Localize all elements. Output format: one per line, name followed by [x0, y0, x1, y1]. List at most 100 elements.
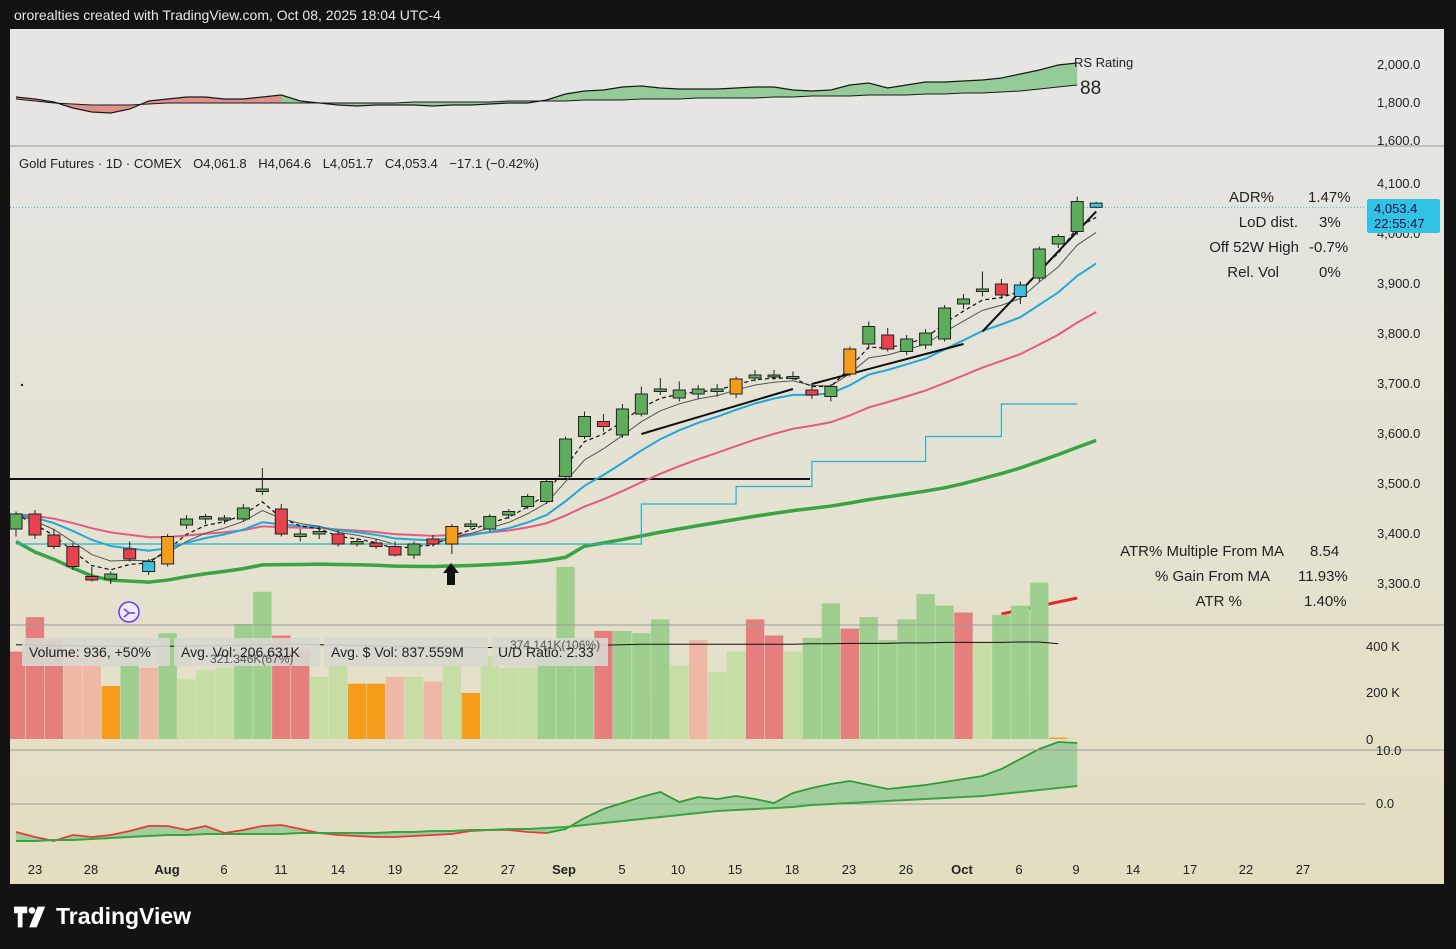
x-axis-tick: 23 — [28, 862, 42, 877]
stat-relvol-value: 0% — [1319, 264, 1341, 281]
cyan-stop-line — [16, 403, 1078, 545]
x-axis-tick: 18 — [785, 862, 799, 877]
volume-bar — [878, 640, 897, 739]
chart-frame[interactable]: 4,100.0 4,000.0 3,900.0 3,800.0 3,700.0 3,600… — [6, 29, 1444, 884]
candle-body — [28, 513, 42, 536]
candle-body — [596, 421, 610, 427]
volume-bar — [802, 637, 822, 739]
candle-body — [1032, 248, 1046, 279]
candle-body — [578, 416, 591, 437]
volume-bar — [196, 670, 215, 739]
volume-bar — [480, 656, 499, 739]
x-axis-tick: 28 — [84, 862, 98, 877]
candle-body — [1051, 236, 1065, 245]
tradingview-logo[interactable]: TradingView — [14, 903, 191, 930]
stat-lod-label: LoD dist. — [1239, 214, 1298, 231]
price-axis-tick: 3,400.0 — [1377, 526, 1420, 541]
rs-rating-label: RS Rating — [1074, 55, 1133, 70]
candle-body — [161, 536, 175, 565]
rs-axis-tick-2000: 2,000.0 — [1377, 57, 1420, 72]
candle-body — [824, 386, 838, 397]
volume-bar — [859, 617, 878, 739]
volume-bar — [916, 594, 935, 739]
candle-body — [85, 576, 99, 581]
bar-countdown: 22:55:47 — [1374, 216, 1425, 231]
volume-bar — [291, 649, 310, 739]
legend-open: O4,061.8 — [193, 156, 247, 171]
candle-body — [369, 542, 383, 547]
candle-body — [123, 548, 137, 560]
candle-body — [767, 374, 781, 378]
rs-line — [15, 62, 1078, 114]
last-price-value: 4,053.4 — [1374, 201, 1417, 216]
candle-body — [199, 516, 212, 520]
candle-body — [388, 546, 402, 556]
candle-body — [634, 393, 648, 415]
stat-lod-value: 3% — [1319, 214, 1341, 231]
volume-bar — [63, 651, 83, 739]
candle-body — [540, 481, 554, 502]
chart-svg[interactable]: 4,100.04,000.03,900.03,800.03,700.03,600… — [6, 29, 1444, 884]
volume-bar — [25, 617, 45, 739]
candle-body — [483, 516, 497, 530]
volume-bar — [670, 665, 689, 739]
volume-bar — [537, 647, 556, 739]
osc-axis-tick-0: 0.0 — [1376, 796, 1394, 811]
symbol-name: Gold Futures · 1D · COMEX — [19, 156, 182, 171]
volume-bar — [973, 642, 992, 739]
x-axis-tick: 9 — [1072, 862, 1079, 877]
x-axis-tick: 14 — [1126, 862, 1140, 877]
stat-gain-label: % Gain From MA — [1155, 568, 1270, 585]
candle-body — [274, 508, 288, 535]
volume-bar — [745, 619, 765, 739]
volume-bar — [1049, 737, 1068, 739]
candle-body — [236, 507, 250, 520]
legend-low: L4,051.7 — [323, 156, 374, 171]
volume-bar — [935, 605, 954, 739]
candle-body — [615, 408, 629, 436]
up-arrow-icon — [443, 563, 459, 585]
candle-body — [919, 332, 933, 346]
candle-body — [994, 283, 1008, 296]
stats-top-table: ADR% 1.47% LoD dist. 3% Off 52W High -0.… — [1209, 189, 1350, 281]
candle-body — [312, 531, 326, 535]
candle-body — [975, 288, 989, 292]
candle-body — [672, 389, 686, 399]
volume-bar — [423, 681, 443, 739]
candle-body — [653, 388, 667, 392]
candle-body — [938, 307, 952, 340]
symbol-legend: Gold Futures · 1D · COMEX O4,061.8 H4,06… — [19, 156, 539, 171]
stat-atr-value: 1.40% — [1304, 593, 1347, 610]
volume-bar — [821, 603, 841, 739]
stats-bottom-table: ATR% Multiple From MA 8.54 % Gain From M… — [1120, 543, 1348, 610]
event-marker-glyph — [123, 608, 135, 618]
volume-bar — [328, 665, 348, 739]
rs-ma-line — [15, 84, 1078, 106]
candle-body — [691, 388, 705, 395]
candle-body — [293, 533, 307, 537]
candle-body — [9, 513, 23, 530]
volume-bar — [726, 651, 746, 739]
candle-body — [66, 546, 80, 567]
x-axis-tick: 27 — [1296, 862, 1310, 877]
volume-bar — [897, 619, 916, 739]
x-axis-tick: 22 — [1239, 862, 1253, 877]
rs-axis-tick-1600: 1,600.0 — [1377, 133, 1420, 148]
osc-line-positive — [546, 741, 1078, 834]
stat-off52-value: -0.7% — [1309, 239, 1348, 256]
candle-body — [464, 523, 478, 527]
volume-bar — [1011, 605, 1030, 739]
rs-rating-value: 88 — [1080, 78, 1101, 99]
candle-body — [142, 561, 156, 572]
candle-body — [559, 438, 573, 477]
x-axis-tick: Aug — [154, 862, 179, 877]
volume-bar — [177, 679, 196, 739]
volume-bar — [366, 683, 386, 739]
volume-bar — [82, 656, 101, 739]
ud-ratio-readout: U/D Ratio: 2.33 — [498, 644, 594, 660]
volume-bar — [215, 667, 234, 739]
ema-10-line — [15, 262, 1097, 552]
volume-bar — [1030, 582, 1049, 739]
ema-21-line — [15, 311, 1097, 539]
volume-bar — [689, 640, 708, 739]
